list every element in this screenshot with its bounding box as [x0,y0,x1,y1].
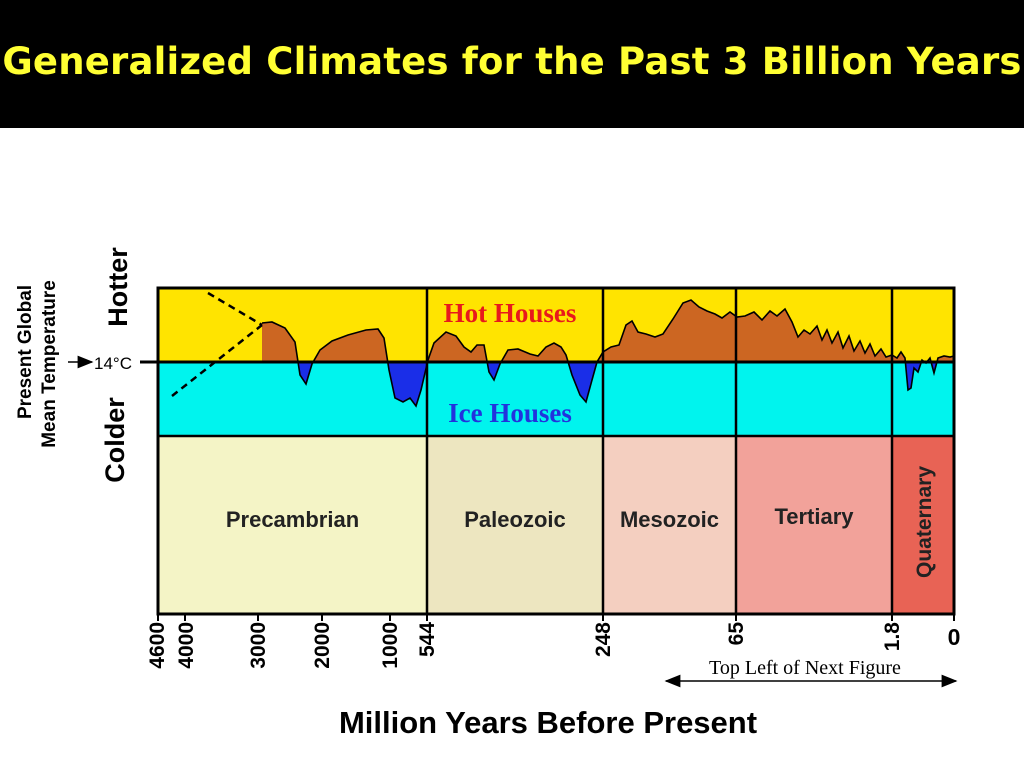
temperature-curve-cold-area [262,362,954,406]
era-panel-mesozoic [603,436,736,614]
y-axis-label-line1: Present Global [15,285,36,419]
era-label-mesozoic: Mesozoic [620,507,719,532]
era-panel-tertiary [736,436,892,614]
next-figure-annotation: Top Left of Next Figure [709,657,901,679]
colder-label: Colder [100,397,130,483]
temperature-curve-line [261,299,955,408]
temperature-curve-warm-area [262,300,954,362]
x-tick-label-4600: 4600 [146,622,169,669]
early-estimate-hot-dashed [207,291,263,327]
era-label-precambrian: Precambrian [226,507,359,532]
era-label-tertiary: Tertiary [774,504,854,529]
y-axis-label-line2: Mean Temperature [39,280,60,448]
x-tick-label-1000: 1000 [379,622,402,669]
era-panel-precambrian [158,436,427,614]
x-tick-label-3000: 3000 [247,622,270,669]
era-panel-quaternary [892,436,954,614]
reference-label: 14°C [94,354,132,373]
x-tick-label-65: 65 [725,622,748,646]
cold-zone-band [158,362,954,436]
era-label-paleozoic: Paleozoic [464,507,565,532]
x-axis-ticks: 4600 4000 3000 2000 1000 544 248 65 1.8 0 [146,614,960,669]
x-tick-label-544: 544 [416,622,439,657]
x-axis-label: Million Years Before Present [339,705,757,740]
x-tick-label-4000: 4000 [175,622,198,669]
hotter-label: Hotter [103,247,133,327]
x-tick-label-1.8: 1.8 [881,622,904,652]
slide-title: Generalized Climates for the Past 3 Bill… [2,40,1022,83]
era-label-quaternary: Quaternary [913,466,936,578]
hot-houses-label: Hot Houses [444,298,577,328]
chart-frame [156,286,956,616]
x-tick-label-0: 0 [948,624,961,650]
x-tick-label-248: 248 [592,622,615,657]
era-boundaries [425,288,894,614]
ice-houses-label: Ice Houses [448,398,572,428]
x-tick-label-2000: 2000 [311,622,334,669]
slide-header: Generalized Climates for the Past 3 Bill… [0,0,1024,128]
eras-group: Precambrian Paleozoic Mesozoic Tertiary Quat… [158,436,954,614]
era-panel-paleozoic [427,436,603,614]
